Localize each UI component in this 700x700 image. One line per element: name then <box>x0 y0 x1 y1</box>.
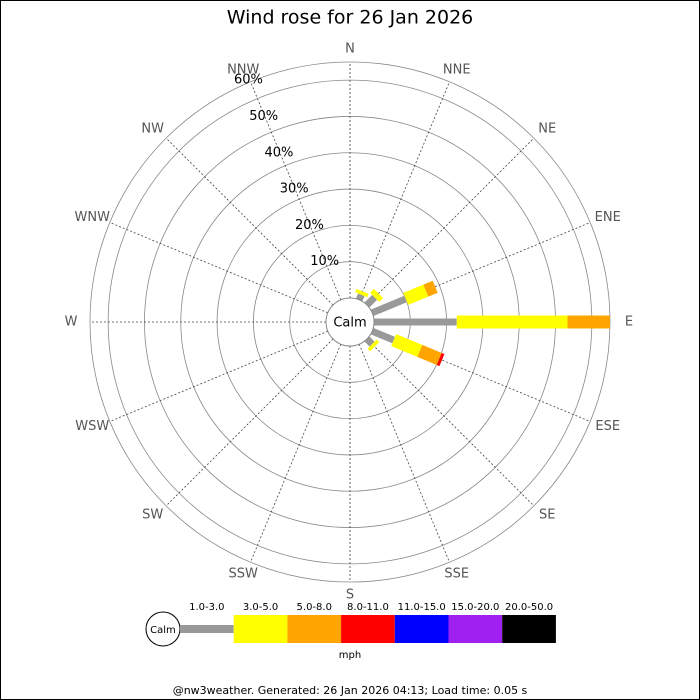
spoke <box>372 222 591 314</box>
spoke <box>109 222 328 314</box>
spoke <box>366 137 535 306</box>
rose-segment <box>436 352 445 367</box>
spoke <box>250 344 342 563</box>
rose-segment <box>417 344 442 365</box>
rose-segment <box>364 294 378 308</box>
direction-label: SSW <box>229 567 259 582</box>
rose-segment <box>355 293 365 302</box>
legend-label: 11.0-15.0 <box>398 602 446 613</box>
calm-circle <box>325 297 375 347</box>
rose-segment <box>367 339 380 352</box>
chart-title: Wind rose for 26 Jan 2026 <box>227 7 474 29</box>
rose-segment <box>370 327 395 344</box>
r-tick-label: 40% <box>264 145 293 160</box>
rose-segment <box>370 295 408 317</box>
legend-label: 8.0-11.0 <box>347 602 389 613</box>
r-tick-label: 20% <box>295 218 324 233</box>
direction-label: E <box>625 315 633 330</box>
r-tick-label: 30% <box>280 182 309 197</box>
direction-label: NE <box>538 121 556 136</box>
spoke <box>250 81 342 300</box>
legend-label: 15.0-20.0 <box>451 602 499 613</box>
spoke <box>109 330 328 422</box>
legend-label: 1.0-3.0 <box>189 602 224 613</box>
direction-label: N <box>345 42 355 57</box>
direction-label: NNW <box>227 62 259 77</box>
spoke <box>366 338 535 507</box>
rose-segment <box>370 288 384 302</box>
direction-label: W <box>65 315 78 330</box>
legend-swatch <box>233 615 288 643</box>
legend-label: 20.0-50.0 <box>505 602 553 613</box>
direction-label: NW <box>141 121 164 136</box>
footer: @nw3weather. Generated: 26 Jan 2026 04:1… <box>173 684 528 697</box>
direction-label: SSE <box>444 567 469 582</box>
spoke <box>165 338 334 507</box>
legend-swatch <box>448 615 503 643</box>
spoke <box>358 81 450 300</box>
direction-label: ESE <box>595 419 620 434</box>
direction-label: SW <box>142 508 163 523</box>
rose-segment <box>403 284 429 305</box>
legend-swatch <box>502 615 556 643</box>
legend-swatch <box>180 625 234 633</box>
r-tick-label: 10% <box>310 254 339 269</box>
legend-swatch <box>341 615 395 643</box>
legend-unit: mph <box>339 650 361 661</box>
legend-swatch <box>287 615 342 643</box>
direction-label: S <box>346 588 354 603</box>
legend-calm-label: Calm <box>150 625 176 636</box>
legend-swatch <box>394 615 449 643</box>
legend-label: 3.0-5.0 <box>243 602 278 613</box>
legend-label: 5.0-8.0 <box>297 602 332 613</box>
rose-segment <box>355 288 369 298</box>
spoke <box>165 137 334 306</box>
spoke <box>372 330 591 422</box>
r-tick-label: 60% <box>234 73 263 88</box>
r-tick-label: 50% <box>249 109 278 124</box>
rose-segment <box>364 336 375 347</box>
direction-label: ENE <box>595 210 621 225</box>
direction-label: NNE <box>443 62 471 77</box>
calm-label: Calm <box>333 316 366 331</box>
direction-label: WSW <box>75 419 109 434</box>
direction-label: WNW <box>75 210 111 225</box>
rose-segment <box>391 334 423 357</box>
spoke <box>358 344 450 563</box>
direction-label: SE <box>539 508 555 523</box>
rose-segment <box>423 280 438 297</box>
